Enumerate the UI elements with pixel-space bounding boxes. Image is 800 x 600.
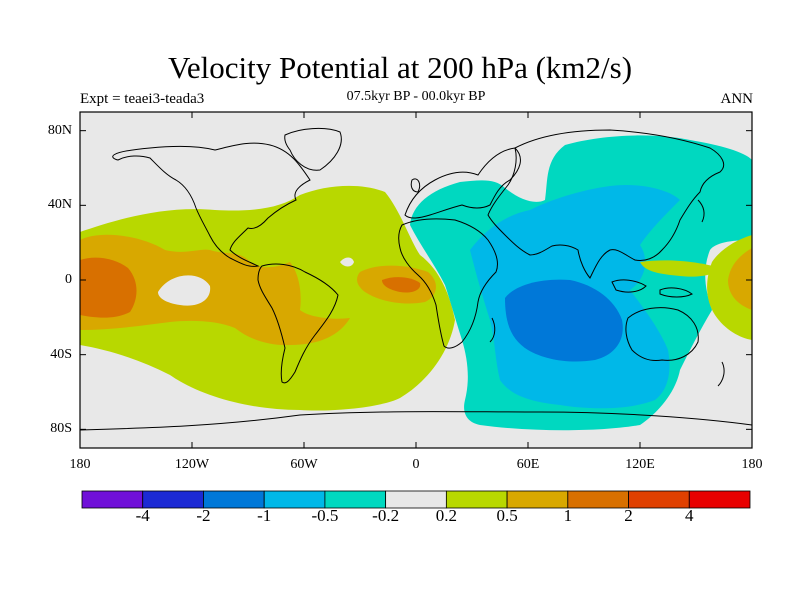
colorbar-label: 0.2 bbox=[435, 506, 457, 525]
map-title: Velocity Potential at 200 hPa (km2/s) bbox=[167, 50, 633, 85]
axis-ticks bbox=[79, 112, 753, 448]
lon-tick-label: 120W bbox=[174, 457, 210, 472]
colorbar-label: 1 bbox=[563, 506, 573, 525]
colorbar-swatch bbox=[688, 490, 751, 509]
colorbar-label: -0.5 bbox=[311, 506, 339, 525]
colorbar-swatch bbox=[203, 490, 265, 509]
colorbar-label: -2 bbox=[196, 506, 211, 525]
lon-tick-label: 120E bbox=[625, 457, 655, 472]
coastlines bbox=[79, 127, 753, 431]
colorbar-label: -4 bbox=[135, 506, 150, 525]
positive-mid-region-west bbox=[80, 234, 350, 346]
coast-madagascar bbox=[489, 317, 496, 343]
colorbar-swatch bbox=[567, 490, 629, 509]
colorbar-label: 4 bbox=[685, 506, 694, 525]
lon-tick-label: 180 bbox=[741, 457, 763, 472]
positive-strong-region-west bbox=[80, 257, 137, 318]
coast-europe bbox=[404, 147, 521, 219]
colorbar-label: -1 bbox=[257, 506, 272, 525]
coast-africa bbox=[398, 218, 498, 349]
lon-tick-label: 60W bbox=[290, 457, 318, 472]
coast-south-america bbox=[257, 263, 339, 384]
colorbar-swatch bbox=[142, 490, 204, 509]
colorbar-label: -0.2 bbox=[372, 506, 400, 525]
neutral-hole-pacific-inner bbox=[158, 275, 211, 306]
positive-weak-strip-east bbox=[640, 260, 720, 277]
colorbar-swatch bbox=[81, 490, 144, 509]
lat-tick-label: 40S bbox=[50, 346, 72, 362]
coast-japan bbox=[697, 199, 705, 223]
coast-new-zealand bbox=[717, 361, 725, 387]
coast-australia bbox=[625, 307, 699, 361]
positive-strong-region-atlantic bbox=[382, 277, 421, 293]
lat-tick-label: 80N bbox=[47, 122, 72, 138]
lat-tick-label: 40N bbox=[47, 197, 72, 213]
period-label: 07.5kyr BP - 00.0kyr BP bbox=[346, 89, 486, 104]
coast-indonesia bbox=[611, 279, 647, 293]
lon-tick-label: 180 bbox=[69, 457, 91, 472]
lat-tick-label: 0 bbox=[65, 272, 72, 287]
season-label: ANN bbox=[720, 91, 754, 107]
coast-north-america bbox=[112, 142, 311, 267]
coast-antarctica bbox=[79, 411, 753, 431]
coast-new-guinea bbox=[659, 287, 693, 298]
lon-tick-label: 0 bbox=[412, 457, 420, 472]
negative-strong-region bbox=[505, 279, 623, 362]
colorbar-label: 0.5 bbox=[496, 506, 518, 525]
colorbar-swatch bbox=[628, 490, 690, 509]
coast-uk bbox=[410, 178, 421, 193]
experiment-label: Expt = teaei3-teada3 bbox=[80, 91, 205, 107]
lat-tick-label: 80S bbox=[50, 421, 72, 437]
coast-greenland bbox=[284, 127, 342, 171]
colorbar bbox=[81, 490, 751, 509]
coast-asia bbox=[487, 129, 725, 279]
contour-fill-layer bbox=[80, 112, 752, 448]
neutral-hole-atlantic bbox=[340, 257, 354, 267]
lon-tick-label: 60E bbox=[516, 457, 540, 472]
positive-mid-region-east bbox=[728, 248, 752, 310]
colorbar-label: 2 bbox=[624, 506, 633, 525]
